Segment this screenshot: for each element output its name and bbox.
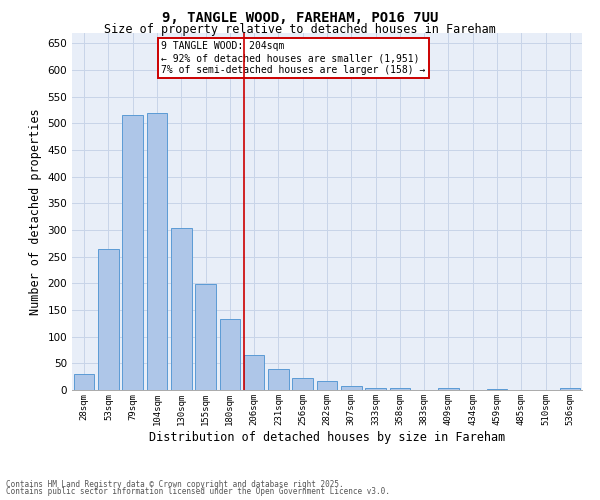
- Bar: [220, 318, 240, 390]
- Bar: [195, 284, 216, 390]
- Bar: [560, 388, 580, 390]
- Text: 9 TANGLE WOOD: 204sqm
← 92% of detached houses are smaller (1,951)
7% of semi-de: 9 TANGLE WOOD: 204sqm ← 92% of detached …: [161, 42, 425, 74]
- Bar: [341, 386, 362, 390]
- Bar: [244, 356, 265, 390]
- Bar: [389, 388, 410, 390]
- Y-axis label: Number of detached properties: Number of detached properties: [29, 108, 42, 314]
- Bar: [171, 228, 191, 390]
- Bar: [268, 368, 289, 390]
- Bar: [317, 382, 337, 390]
- Bar: [122, 115, 143, 390]
- Bar: [74, 374, 94, 390]
- X-axis label: Distribution of detached houses by size in Fareham: Distribution of detached houses by size …: [149, 430, 505, 444]
- Bar: [146, 112, 167, 390]
- Bar: [98, 248, 119, 390]
- Bar: [292, 378, 313, 390]
- Bar: [365, 388, 386, 390]
- Text: Size of property relative to detached houses in Fareham: Size of property relative to detached ho…: [104, 22, 496, 36]
- Text: 9, TANGLE WOOD, FAREHAM, PO16 7UU: 9, TANGLE WOOD, FAREHAM, PO16 7UU: [162, 11, 438, 25]
- Text: Contains HM Land Registry data © Crown copyright and database right 2025.: Contains HM Land Registry data © Crown c…: [6, 480, 344, 489]
- Text: Contains public sector information licensed under the Open Government Licence v3: Contains public sector information licen…: [6, 487, 390, 496]
- Bar: [438, 388, 459, 390]
